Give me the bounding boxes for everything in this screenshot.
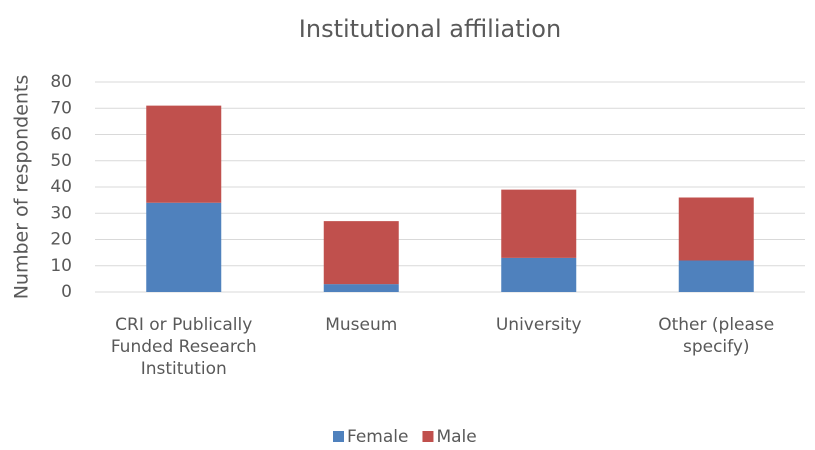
bar-segment (323, 221, 399, 285)
y-tick-label: 20 (50, 230, 72, 250)
legend-swatch (333, 431, 344, 442)
y-tick-label: 50 (50, 151, 72, 171)
bar-segment (146, 202, 222, 292)
bar-segment (501, 257, 577, 292)
y-tick-label: 0 (61, 282, 72, 302)
y-tick-label: 60 (50, 125, 72, 145)
y-tick-label: 30 (50, 203, 72, 223)
y-axis-label: Number of respondents (11, 75, 33, 300)
x-tick-label: Other (please specify) (658, 315, 775, 357)
y-tick-label: 80 (50, 72, 72, 92)
x-tick-label: CRI or Publically Funded Research Instit… (110, 315, 257, 379)
y-tick-label: 40 (50, 177, 72, 197)
x-tick-label: Museum (325, 315, 398, 335)
legend-label: Male (436, 427, 476, 447)
bar-segment (323, 284, 399, 292)
chart-title: Institutional affiliation (299, 15, 561, 43)
x-tick-label: University (495, 315, 582, 335)
y-tick-label: 10 (50, 256, 72, 276)
legend-label: Female (347, 427, 408, 447)
bar-segment (501, 189, 577, 258)
y-tick-label: 70 (50, 98, 72, 118)
bar-segment (678, 197, 754, 261)
bar-segment (146, 105, 222, 203)
legend-swatch (422, 431, 434, 442)
bar-segment (678, 260, 754, 292)
